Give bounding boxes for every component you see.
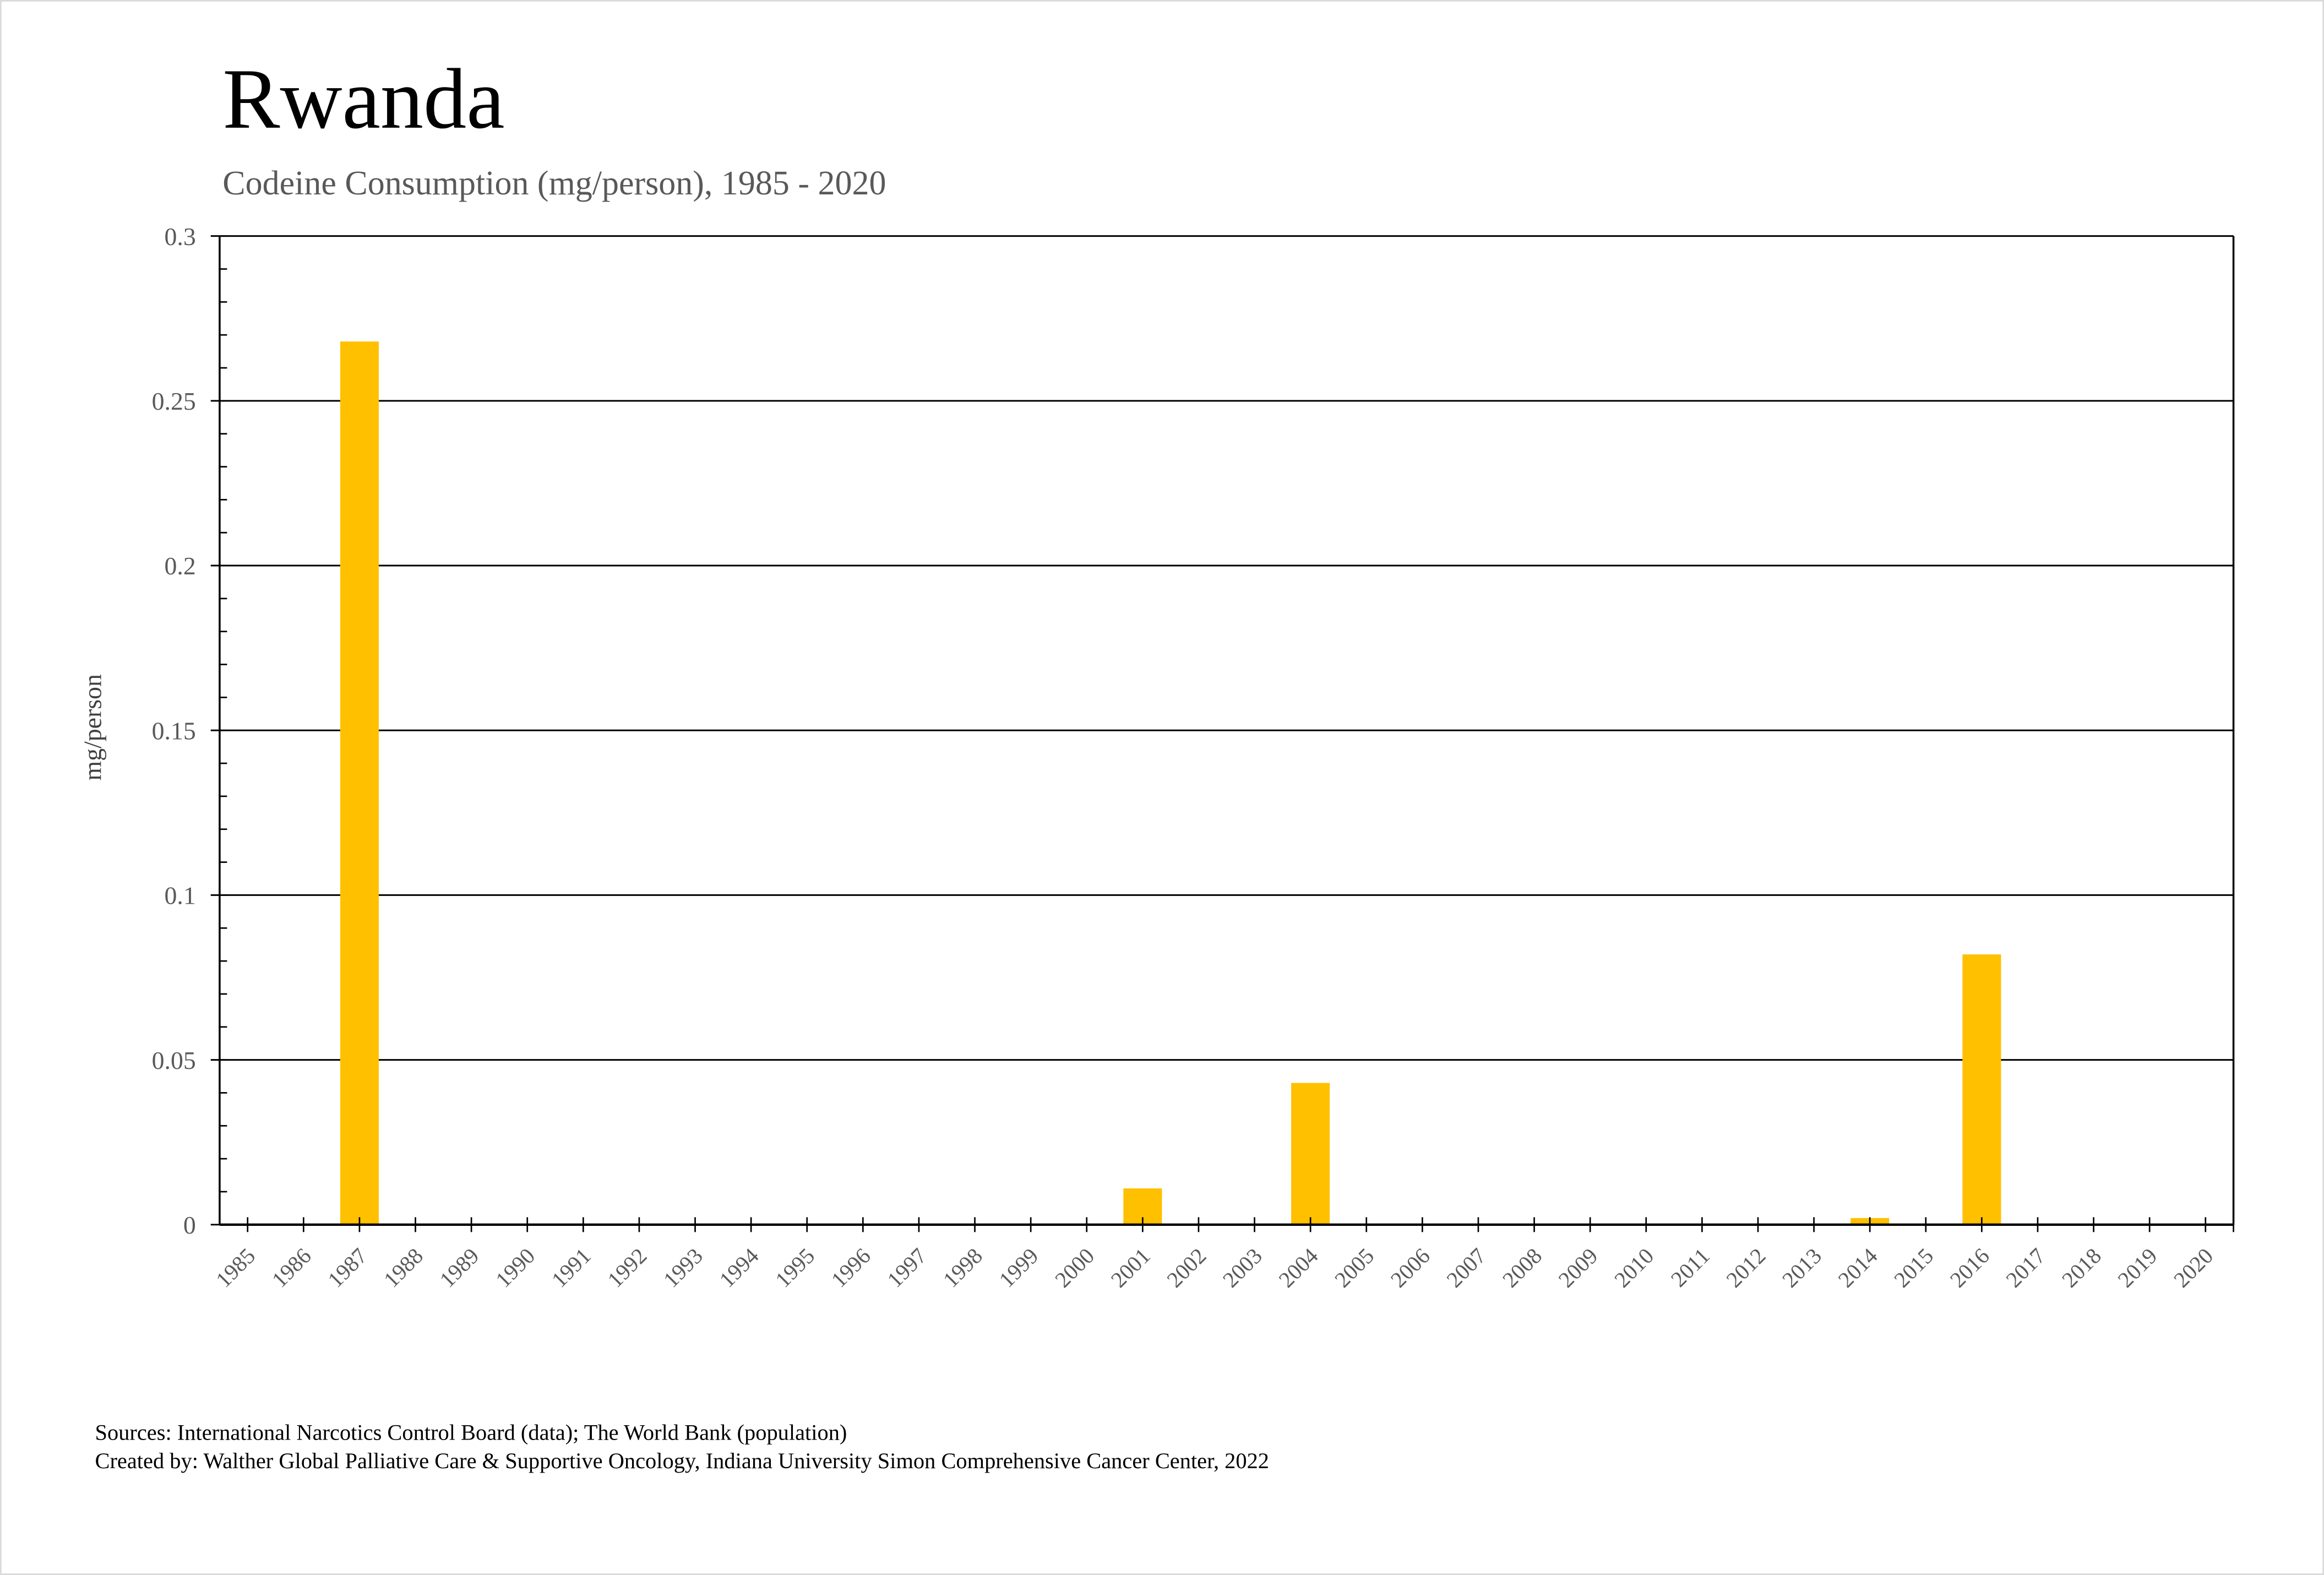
- y-tick-label: 0.25: [152, 387, 196, 415]
- chart-title: Rwanda: [222, 51, 504, 146]
- footer-sources: Sources: International Narcotics Control…: [95, 1420, 847, 1445]
- footer-created-by: Created by: Walther Global Palliative Ca…: [95, 1448, 1270, 1473]
- y-tick-label: 0.05: [152, 1046, 196, 1074]
- y-tick-label: 0: [183, 1211, 196, 1239]
- bar-2016: [1962, 954, 2001, 1225]
- y-tick-label: 0.2: [165, 552, 196, 580]
- y-tick-label: 0.1: [165, 882, 196, 910]
- y-tick-label: 0.15: [152, 716, 196, 745]
- y-tick-label: 0.3: [165, 222, 196, 251]
- chart-subtitle: Codeine Consumption (mg/person), 1985 - …: [222, 165, 886, 202]
- bar-2004: [1291, 1083, 1330, 1225]
- bar-1987: [340, 341, 379, 1225]
- y-axis-label: mg/person: [78, 674, 106, 780]
